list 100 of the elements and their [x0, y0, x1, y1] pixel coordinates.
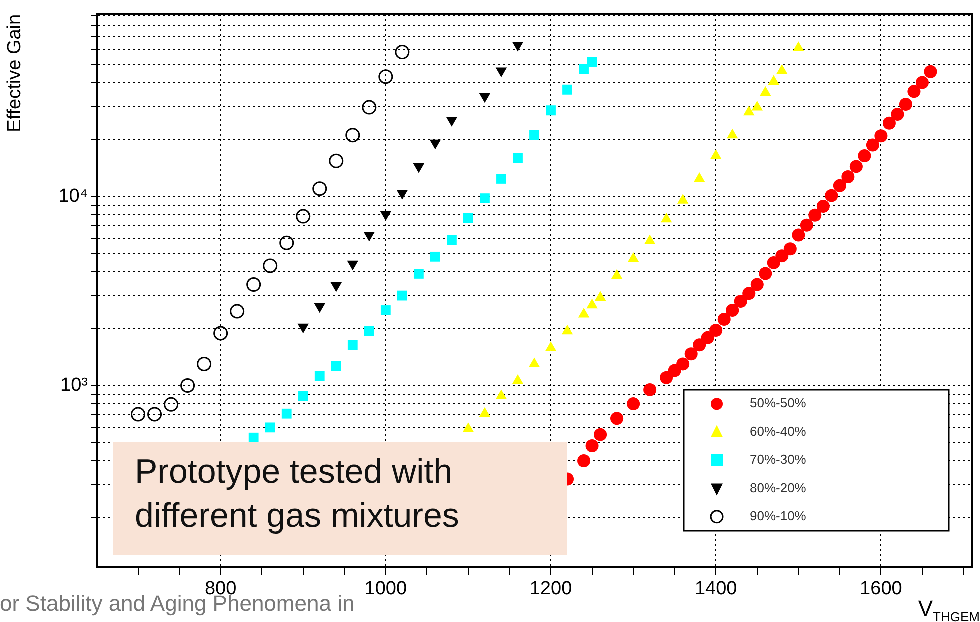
point — [784, 242, 797, 256]
y-tick-label: 10³ — [60, 374, 88, 396]
point — [899, 98, 912, 112]
point — [924, 65, 938, 78]
point — [430, 140, 442, 150]
point — [578, 454, 591, 468]
point — [464, 213, 474, 224]
point — [718, 313, 731, 326]
x-axis-title: V$_{THGEM}$ — [918, 596, 980, 622]
point — [364, 232, 376, 242]
point — [676, 358, 690, 371]
point — [397, 290, 408, 301]
point — [800, 218, 814, 232]
legend-label: 80%-20% — [750, 480, 807, 496]
point — [314, 371, 325, 382]
point — [462, 422, 474, 432]
point — [684, 348, 698, 361]
point — [586, 440, 599, 453]
point — [496, 68, 508, 78]
point — [701, 331, 714, 344]
point — [230, 304, 245, 319]
point — [908, 85, 921, 98]
legend-label: 70%-30% — [750, 452, 807, 468]
point — [833, 179, 846, 192]
point — [214, 326, 228, 341]
point — [430, 252, 440, 262]
legend-label: 50%-50% — [750, 396, 807, 411]
point — [362, 100, 377, 115]
point — [693, 338, 706, 352]
point — [742, 287, 756, 300]
point — [280, 236, 294, 250]
point — [579, 64, 589, 74]
point — [380, 306, 391, 316]
point — [298, 391, 308, 402]
y-axis-title: Effective Gain — [4, 14, 26, 132]
point — [916, 76, 929, 90]
point — [348, 340, 358, 350]
legend-label: 60%-40% — [750, 424, 807, 439]
point — [246, 278, 262, 292]
point — [164, 397, 179, 412]
point — [776, 250, 789, 263]
point — [380, 211, 392, 221]
point — [759, 267, 772, 280]
point — [447, 235, 457, 246]
point — [882, 116, 896, 130]
annotation: Prototype tested with different gas mixtures — [135, 452, 460, 537]
point — [627, 398, 640, 411]
x-tick-label: 1000 — [364, 578, 408, 600]
point — [479, 407, 491, 418]
point — [562, 324, 574, 335]
point — [825, 189, 838, 202]
point — [610, 412, 624, 426]
point — [587, 57, 598, 67]
point — [546, 106, 556, 116]
point — [874, 130, 888, 143]
point — [668, 364, 682, 378]
point — [842, 170, 855, 184]
point — [282, 408, 292, 419]
point — [858, 150, 872, 163]
y-tick-label: 10⁴ — [58, 186, 88, 207]
point — [265, 422, 276, 433]
point — [346, 128, 360, 143]
point — [480, 194, 490, 204]
point — [396, 190, 408, 200]
point — [808, 208, 822, 222]
point — [378, 70, 394, 84]
point — [792, 228, 806, 242]
x-tick-label: 1400 — [694, 578, 738, 600]
point — [578, 308, 590, 318]
point — [734, 294, 748, 308]
point — [329, 154, 344, 168]
point — [395, 45, 410, 60]
point — [594, 428, 608, 442]
point — [479, 93, 491, 104]
point — [364, 326, 374, 336]
point — [710, 324, 723, 337]
point — [530, 130, 540, 140]
point — [767, 256, 780, 270]
point — [660, 371, 674, 384]
point — [628, 252, 640, 262]
point — [296, 209, 311, 224]
point — [446, 117, 458, 127]
point — [644, 383, 657, 396]
point — [312, 182, 328, 196]
point — [197, 356, 212, 372]
point — [496, 174, 506, 184]
point — [750, 278, 764, 292]
point — [131, 407, 146, 422]
point — [148, 407, 162, 422]
point — [726, 304, 740, 317]
point — [414, 269, 424, 279]
point — [413, 163, 425, 174]
point — [816, 200, 830, 213]
point — [512, 42, 524, 52]
x-tick-label: 1600 — [860, 578, 902, 600]
point — [513, 153, 523, 163]
point — [331, 361, 342, 372]
point — [866, 138, 880, 152]
point — [512, 374, 524, 384]
legend-label: 90%-10% — [750, 508, 807, 524]
